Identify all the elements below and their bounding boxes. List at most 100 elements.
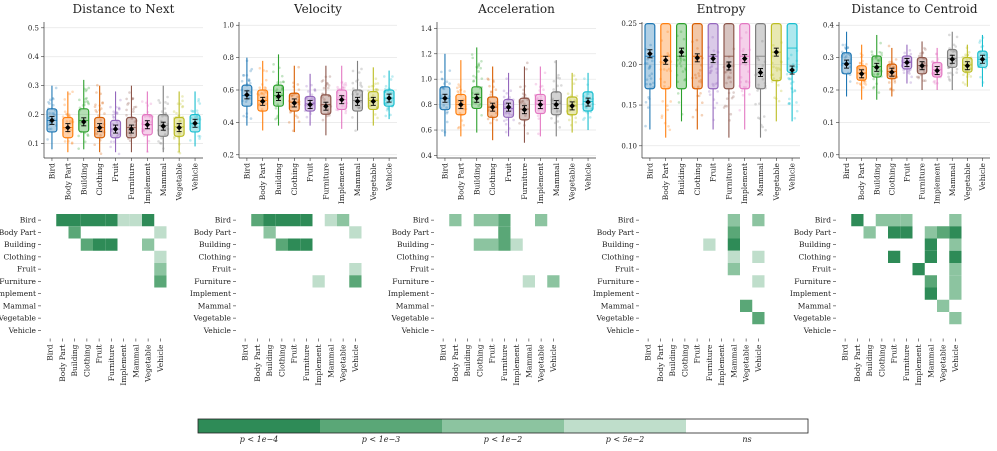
data-point xyxy=(772,77,776,80)
data-point xyxy=(65,112,68,116)
data-point xyxy=(54,86,58,90)
matrix-col-label: Vegetable xyxy=(144,344,153,383)
data-point xyxy=(939,66,942,70)
data-point xyxy=(893,79,897,82)
matrix-row-label: Mammal xyxy=(601,301,635,310)
box-fruit xyxy=(502,72,515,137)
data-point xyxy=(448,82,451,85)
data-point xyxy=(448,69,452,72)
data-point xyxy=(722,106,726,109)
data-point xyxy=(87,86,91,90)
data-point xyxy=(738,108,742,112)
data-point xyxy=(344,83,348,87)
matrix-row-label: Building xyxy=(799,240,831,249)
legend-label: p < 5e−2 xyxy=(606,435,645,444)
matrix-row-label: Fruit xyxy=(410,265,429,274)
matrix-row-label: Fruit xyxy=(812,265,831,274)
data-point xyxy=(557,73,560,77)
sig-cell xyxy=(154,250,167,263)
data-point xyxy=(159,142,163,145)
data-point xyxy=(463,90,466,93)
data-point xyxy=(356,92,359,96)
data-point xyxy=(112,110,115,113)
data-point xyxy=(908,72,911,75)
sig-cell xyxy=(875,214,888,227)
data-point xyxy=(505,91,509,95)
data-point xyxy=(99,152,103,156)
data-point xyxy=(264,86,267,90)
box-building xyxy=(675,23,688,122)
data-point xyxy=(969,75,973,78)
data-point xyxy=(872,73,876,76)
data-point xyxy=(864,80,867,83)
data-point xyxy=(48,111,51,115)
data-point xyxy=(764,128,767,132)
matrix-row-label: Implement xyxy=(190,289,231,298)
data-point xyxy=(376,116,379,120)
sig-cell xyxy=(727,214,740,227)
sig-cell xyxy=(349,226,362,239)
data-point xyxy=(739,76,743,79)
data-point xyxy=(489,93,493,96)
mean-marker xyxy=(757,69,764,76)
data-point xyxy=(65,120,69,123)
data-point xyxy=(116,133,120,137)
x-tick-label: Building xyxy=(872,163,881,195)
matrix-col-label: Clothing xyxy=(877,344,886,377)
data-point xyxy=(666,108,670,112)
matrix-col-label: Vehicle xyxy=(754,344,763,373)
data-point xyxy=(321,79,325,82)
data-point xyxy=(128,139,132,143)
y-tick-label: 0.6 xyxy=(223,87,235,95)
data-point xyxy=(652,81,655,85)
data-point xyxy=(708,66,712,70)
sig-cell xyxy=(486,214,499,227)
box-fruit xyxy=(109,91,122,156)
data-point xyxy=(115,120,119,124)
data-point xyxy=(695,38,699,42)
data-point xyxy=(919,52,922,55)
data-point xyxy=(540,84,544,88)
box-vegetable xyxy=(770,23,783,122)
data-point xyxy=(321,95,324,99)
data-point xyxy=(512,118,515,122)
data-point xyxy=(644,124,647,128)
mean-marker xyxy=(338,96,345,103)
sig-cell xyxy=(288,214,301,227)
data-point xyxy=(955,71,958,74)
data-point xyxy=(101,101,104,104)
data-point xyxy=(440,77,444,81)
sig-cell xyxy=(851,214,864,227)
data-point xyxy=(359,83,362,87)
data-point xyxy=(715,101,719,105)
data-point xyxy=(357,106,361,110)
data-point xyxy=(761,39,764,43)
data-point xyxy=(791,63,795,66)
data-point xyxy=(556,76,560,79)
x-tick-label: Body Part xyxy=(258,163,267,200)
data-point xyxy=(486,117,490,121)
x-tick-label: Vegetable xyxy=(568,162,577,201)
data-point xyxy=(357,71,361,74)
data-point xyxy=(984,59,987,63)
mean-marker xyxy=(386,95,392,101)
mean-marker xyxy=(458,101,464,108)
data-point xyxy=(785,72,789,76)
sig-cell xyxy=(924,275,937,288)
data-point xyxy=(99,134,102,137)
data-point xyxy=(938,71,942,75)
data-point xyxy=(757,116,760,120)
data-point xyxy=(495,118,499,122)
data-point xyxy=(732,95,735,98)
box-clothing xyxy=(886,44,899,97)
data-point xyxy=(877,91,881,94)
data-point xyxy=(119,98,122,102)
data-point xyxy=(48,98,52,102)
data-point xyxy=(487,78,490,81)
sig-cell xyxy=(535,214,548,227)
matrix-row-label: Bird xyxy=(413,216,429,225)
sig-cell xyxy=(300,238,313,251)
matrix-row-label: Furniture xyxy=(794,277,831,286)
